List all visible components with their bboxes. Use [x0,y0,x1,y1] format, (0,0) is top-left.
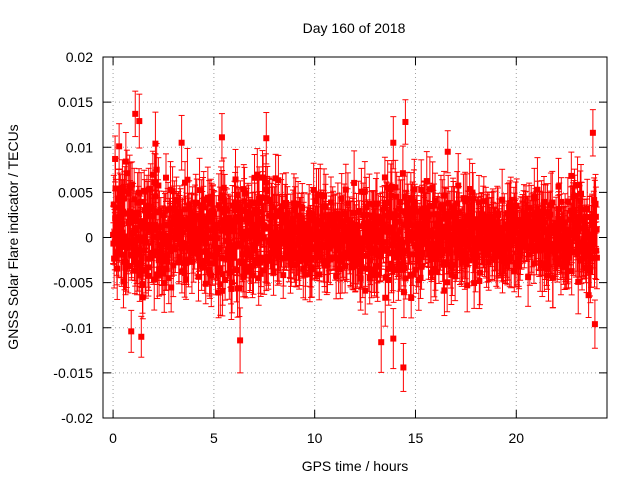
data-point [140,294,146,300]
data-point [123,159,129,165]
data-point [386,277,392,283]
data-point [228,286,234,292]
data-point [163,175,169,181]
data-point [514,203,520,209]
data-point [114,266,120,272]
data-point [208,273,214,279]
data-point [145,273,151,279]
data-point [418,187,424,193]
data-point [383,200,389,206]
data-point [249,272,255,278]
data-point [155,183,161,189]
data-point [311,187,317,193]
data-point [382,174,388,180]
data-point [262,226,268,232]
data-point [455,183,461,189]
data-series [110,91,600,391]
data-point [400,170,406,176]
data-point [476,278,482,284]
data-point [263,180,269,186]
series-points [110,91,600,391]
data-point [401,265,407,271]
data-point [470,196,476,202]
data-point [441,287,447,293]
data-point [203,281,209,287]
data-point [362,288,368,294]
data-point [444,279,450,285]
data-point [125,263,131,269]
data-point [431,203,437,209]
data-point [275,177,281,183]
